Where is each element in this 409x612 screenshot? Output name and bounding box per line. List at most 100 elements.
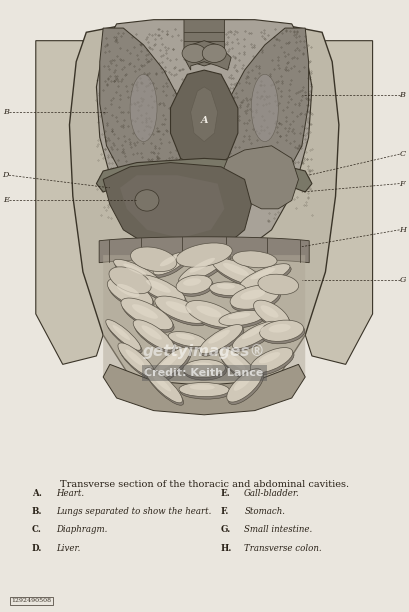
- Polygon shape: [97, 159, 312, 192]
- Ellipse shape: [258, 274, 299, 295]
- Text: D: D: [2, 171, 9, 179]
- Ellipse shape: [160, 256, 177, 266]
- Ellipse shape: [223, 263, 249, 276]
- Ellipse shape: [228, 371, 264, 405]
- Ellipse shape: [107, 278, 153, 308]
- Text: A.: A.: [32, 489, 42, 498]
- Ellipse shape: [109, 267, 151, 294]
- Ellipse shape: [269, 324, 291, 332]
- Ellipse shape: [132, 304, 158, 319]
- Ellipse shape: [137, 277, 187, 305]
- Ellipse shape: [136, 275, 185, 303]
- Ellipse shape: [202, 44, 226, 62]
- Text: Gall-bladder.: Gall-bladder.: [244, 489, 300, 498]
- Ellipse shape: [260, 320, 303, 341]
- Ellipse shape: [180, 255, 231, 286]
- Ellipse shape: [135, 322, 175, 353]
- Polygon shape: [103, 364, 305, 415]
- Ellipse shape: [112, 325, 130, 340]
- Text: Stomach.: Stomach.: [244, 507, 285, 516]
- Ellipse shape: [178, 277, 213, 296]
- Ellipse shape: [135, 190, 159, 211]
- Ellipse shape: [169, 332, 207, 347]
- Text: Transverse colon.: Transverse colon.: [244, 543, 322, 553]
- Ellipse shape: [176, 275, 212, 294]
- Text: F.: F.: [220, 507, 229, 516]
- Ellipse shape: [199, 324, 243, 354]
- Ellipse shape: [242, 326, 264, 339]
- Ellipse shape: [234, 375, 252, 390]
- Ellipse shape: [200, 327, 244, 356]
- Ellipse shape: [220, 313, 265, 328]
- Ellipse shape: [114, 259, 160, 285]
- Polygon shape: [100, 28, 184, 184]
- Ellipse shape: [232, 251, 277, 267]
- Ellipse shape: [170, 334, 207, 349]
- Text: Heart.: Heart.: [56, 489, 84, 498]
- Ellipse shape: [213, 260, 265, 288]
- Text: gettyimages®: gettyimages®: [143, 345, 265, 359]
- Ellipse shape: [184, 362, 227, 380]
- Polygon shape: [99, 237, 309, 263]
- Text: 1292490508: 1292490508: [12, 599, 52, 603]
- Ellipse shape: [146, 280, 171, 293]
- Ellipse shape: [117, 284, 139, 297]
- Ellipse shape: [241, 266, 291, 291]
- Text: E: E: [3, 196, 9, 204]
- Text: D.: D.: [32, 543, 42, 553]
- Polygon shape: [225, 28, 309, 184]
- Ellipse shape: [232, 321, 277, 349]
- Ellipse shape: [219, 348, 257, 381]
- Polygon shape: [191, 87, 218, 141]
- Ellipse shape: [166, 301, 191, 313]
- Polygon shape: [97, 20, 312, 264]
- Ellipse shape: [255, 302, 291, 330]
- Ellipse shape: [151, 347, 190, 381]
- Ellipse shape: [230, 285, 279, 309]
- Ellipse shape: [190, 384, 215, 390]
- Ellipse shape: [250, 348, 293, 373]
- Text: E.: E.: [220, 489, 230, 498]
- Ellipse shape: [211, 285, 247, 298]
- Ellipse shape: [183, 359, 225, 378]
- Ellipse shape: [118, 343, 156, 378]
- Ellipse shape: [219, 310, 263, 326]
- Text: H: H: [400, 226, 407, 234]
- Ellipse shape: [208, 330, 230, 343]
- Ellipse shape: [196, 305, 221, 318]
- Text: Credit: Keith Lance: Credit: Keith Lance: [144, 368, 264, 378]
- Polygon shape: [171, 70, 238, 171]
- Ellipse shape: [252, 74, 278, 141]
- Polygon shape: [120, 175, 225, 238]
- Text: Small intestine.: Small intestine.: [244, 525, 312, 534]
- Text: B: B: [3, 108, 9, 116]
- Text: C.: C.: [32, 525, 42, 534]
- Text: G.: G.: [220, 525, 231, 534]
- Text: A: A: [200, 116, 208, 125]
- Ellipse shape: [180, 385, 231, 399]
- Ellipse shape: [186, 300, 236, 327]
- Ellipse shape: [176, 334, 195, 340]
- Ellipse shape: [146, 370, 184, 405]
- Ellipse shape: [220, 351, 258, 383]
- Ellipse shape: [142, 326, 162, 340]
- Ellipse shape: [254, 300, 290, 327]
- Text: C: C: [400, 150, 406, 158]
- Ellipse shape: [250, 268, 275, 280]
- Ellipse shape: [212, 258, 264, 286]
- Ellipse shape: [189, 258, 215, 273]
- Ellipse shape: [179, 382, 229, 397]
- Ellipse shape: [115, 262, 161, 287]
- Ellipse shape: [227, 368, 263, 402]
- Text: H.: H.: [220, 543, 231, 553]
- Ellipse shape: [154, 255, 189, 277]
- Ellipse shape: [228, 313, 250, 319]
- Ellipse shape: [159, 354, 178, 370]
- Ellipse shape: [252, 350, 294, 375]
- Ellipse shape: [123, 264, 146, 275]
- Polygon shape: [36, 40, 117, 364]
- Ellipse shape: [106, 319, 141, 350]
- Ellipse shape: [145, 368, 182, 403]
- Ellipse shape: [130, 247, 177, 272]
- Ellipse shape: [182, 44, 206, 62]
